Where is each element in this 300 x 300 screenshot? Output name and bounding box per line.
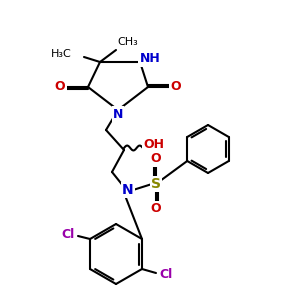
Text: O: O — [55, 80, 65, 94]
Text: O: O — [151, 202, 161, 215]
Text: N: N — [113, 107, 123, 121]
Text: O: O — [151, 152, 161, 166]
Text: S: S — [151, 177, 161, 191]
Text: Cl: Cl — [159, 268, 172, 281]
Text: Cl: Cl — [61, 229, 75, 242]
Text: NH: NH — [140, 52, 160, 65]
Text: OH: OH — [143, 139, 164, 152]
Text: CH₃: CH₃ — [118, 37, 138, 47]
Text: O: O — [171, 80, 181, 94]
Text: H₃C: H₃C — [51, 49, 72, 59]
Text: N: N — [122, 183, 134, 197]
